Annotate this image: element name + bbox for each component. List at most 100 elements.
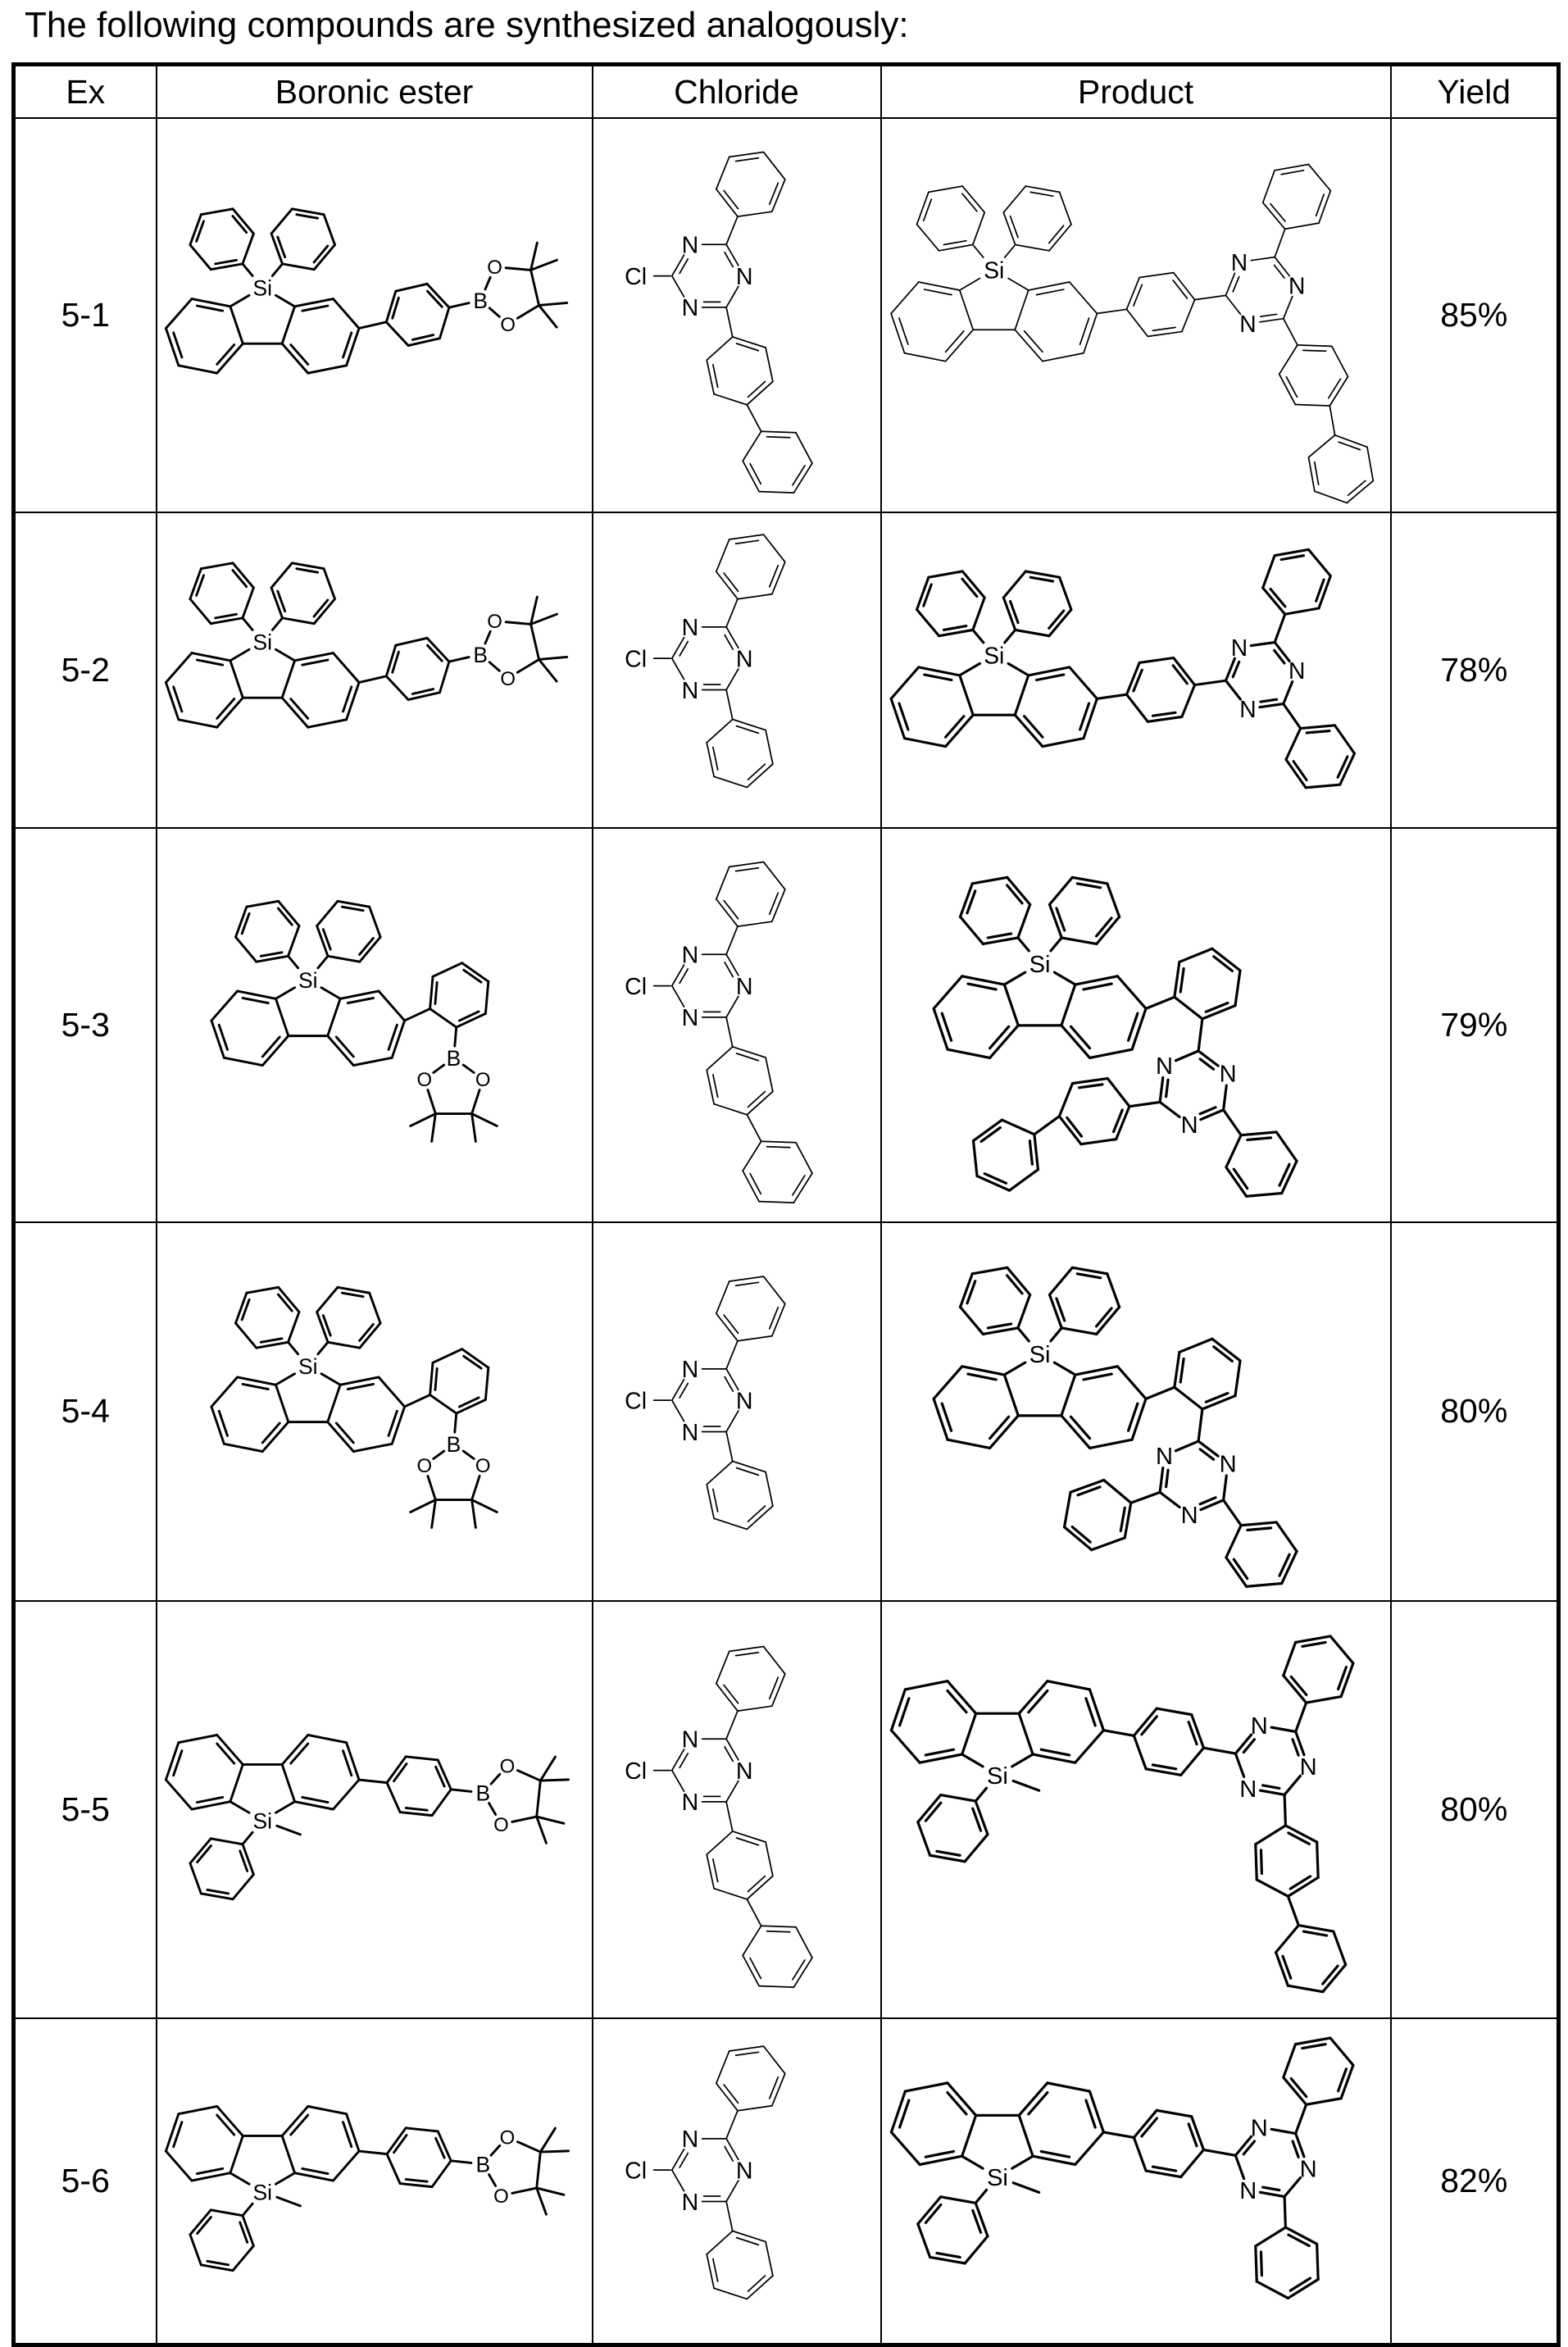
atom-label-N: N [1180,1503,1198,1529]
atom-label-N: N [735,1758,752,1785]
atom-label-N: N [1230,635,1247,661]
bond [678,1753,689,1769]
chloride-cell: 2-chloro-1,3,5-triazine bearing a phenyl… [591,826,882,1223]
yield-cell: 78% [1389,511,1560,829]
bond [725,2137,739,2160]
bond [762,1276,786,1305]
bond [937,628,974,638]
atom-label-Si: Si [252,1808,272,1833]
bond [1258,698,1278,703]
bond [1282,318,1298,347]
bond [715,866,730,900]
bond [539,2149,570,2154]
bond [293,652,334,662]
bond [164,652,193,685]
bond [1026,666,1070,677]
bond [903,353,946,362]
bond [436,1758,452,1791]
product-cell: 9-methyl-9-phenyl-9-silafluorene linked … [879,2017,1392,2346]
bond [1088,1688,1105,1732]
bond [1102,1478,1132,1504]
bond [764,730,774,766]
table-row-5-1: 5-19,9-diphenyl-9-silafluorene linked th… [12,117,1560,513]
bond [670,1749,684,1772]
bond [1307,548,1332,578]
bond [711,1488,719,1512]
bond [725,689,734,721]
bond [1258,318,1284,324]
bond [725,307,734,338]
bond [1151,711,1177,717]
bond [889,1688,907,1732]
bond [334,1421,355,1444]
bond [1307,457,1316,493]
bond [484,630,492,645]
bond [960,974,1006,986]
bond [1293,1701,1307,1734]
bond [975,1174,1011,1192]
bond [280,659,296,700]
atom-label-N: N [681,295,698,321]
table-row-5-2: 5-29,9-diphenyl-9-silafluorene linked th… [12,511,1560,829]
bond [1070,1266,1108,1276]
table-row-5-6: 5-69-methyl-9-phenyl-9-silafluorene link… [12,2017,1560,2346]
bond [504,266,532,271]
bond [1224,679,1242,701]
bond [1002,630,1016,644]
bond [745,1899,762,1927]
bond [1002,596,1016,631]
bond [430,1788,452,1817]
bond [222,1443,264,1453]
bond [516,2140,542,2154]
bond [344,1741,360,1781]
bond [1202,2149,1237,2158]
bond [793,462,813,494]
atom-label-N: N [735,1388,752,1414]
bond [1032,1114,1061,1135]
bond [1239,1130,1278,1136]
bond [970,1266,1008,1276]
bond [228,293,250,307]
bond [1067,666,1098,700]
bond [1225,294,1241,316]
bond [670,964,684,987]
product-cell: 9-methyl-9-phenyl-9-silafluorene linked … [879,1600,1392,2020]
bond [764,1056,774,1093]
bond [270,263,283,277]
bond [1123,1501,1132,1540]
bond [943,715,965,739]
bond [1313,490,1348,504]
atom-label-N: N [1239,311,1256,337]
atom-label-Cl: Cl [625,1758,647,1785]
bond [725,926,739,956]
bond [988,1025,1010,1049]
bond [1132,284,1143,307]
bond [898,317,909,346]
atom-label-B: B [473,643,488,667]
bond [794,1141,813,1174]
bond [188,1837,212,1865]
atom-label-Si: Si [986,1763,1007,1790]
bond [402,1394,431,1408]
bond [270,207,293,234]
bond [1283,607,1320,616]
bond [1279,554,1305,562]
bond [274,1800,296,1814]
bond [1039,2150,1070,2159]
bond [242,263,254,277]
bond [747,763,766,781]
bond [164,2112,180,2153]
bond [487,2172,497,2187]
bond [1273,228,1286,258]
bond [1255,1878,1289,1898]
bond [979,1126,1002,1143]
bond [274,985,296,1000]
bond [728,1276,764,1282]
bond [723,1376,734,1392]
bond [722,899,739,920]
yield-cell: 80% [1389,1221,1560,1603]
bond [289,698,309,721]
bond [1270,1726,1297,1734]
bond [222,1056,264,1067]
atom-label-Si: Si [984,257,1004,284]
